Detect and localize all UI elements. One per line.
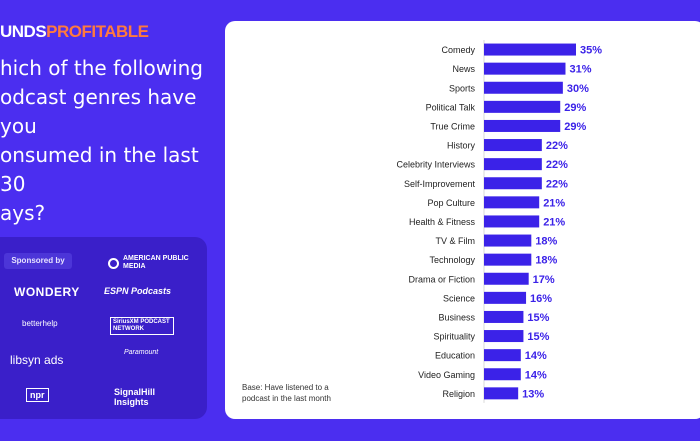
bar (484, 253, 532, 266)
signalhill-logo: SignalHill Insights (114, 387, 156, 407)
question-line: odcast genres have you (0, 85, 197, 138)
bar (484, 310, 524, 323)
betterhelp-logo: betterhelp (22, 319, 58, 328)
sponsors-panel: Sponsored by AMERICAN PUBLIC MEDIA WONDE… (0, 237, 207, 419)
category-label: True Crime (430, 121, 475, 131)
bar (484, 119, 561, 132)
bar (484, 272, 529, 285)
bar (484, 158, 542, 171)
bar-chart: Comedy 35% News 31% Sports 30% Political Talk 2… (396, 40, 602, 403)
category-label: Education (435, 351, 475, 361)
bar (484, 62, 566, 75)
value-label: 35% (580, 45, 602, 57)
bar (484, 43, 576, 56)
value-label: 16% (530, 293, 552, 305)
brand-word-1: UNDS (0, 22, 47, 41)
value-label: 30% (567, 83, 589, 95)
chart-card (225, 21, 700, 419)
value-label: 14% (525, 350, 547, 362)
bar (484, 234, 532, 247)
category-label: Self-Improvement (404, 179, 476, 189)
category-label: TV & Film (436, 236, 476, 246)
category-label: History (447, 141, 476, 151)
category-label: Health & Fitness (409, 217, 476, 227)
bar (484, 215, 540, 228)
brand-logo: UNDSPROFITABLE (0, 21, 149, 43)
paramount-text: Paramount (124, 349, 159, 356)
value-label: 31% (569, 64, 591, 76)
paramount-logo: Paramount (124, 349, 158, 356)
american-public-media-text: AMERICAN PUBLIC MEDIA (123, 255, 189, 270)
category-label: Technology (429, 255, 475, 265)
value-label: 22% (546, 159, 568, 171)
question-line: onsumed in the last 30 (0, 143, 199, 196)
category-label: Comedy (441, 45, 475, 55)
bar (484, 349, 521, 362)
category-label: Video Gaming (418, 370, 475, 380)
bar (484, 330, 524, 343)
bar (484, 291, 527, 304)
base-note: Base: Have listened to a podcast in the … (242, 383, 331, 403)
value-label: 21% (543, 216, 565, 228)
siriusxm-podcast-network-logo: SiriusXM PODCAST NETWORK (110, 317, 174, 335)
category-label: Sports (449, 83, 476, 93)
libsyn-ads-logo: libsyn ads (10, 353, 64, 367)
espn-podcasts-logo: ESPN Podcasts (104, 286, 172, 296)
brand-word-2: PROFITABLE (46, 22, 149, 41)
bar (484, 387, 519, 400)
value-label: 15% (527, 331, 549, 343)
value-label: 22% (546, 178, 568, 190)
value-label: 29% (564, 121, 586, 133)
value-label: 13% (522, 388, 544, 400)
wondery-logo: WONDERY (14, 285, 80, 299)
category-label: Science (443, 293, 475, 303)
category-label: Political Talk (426, 102, 476, 112)
npr-logo: npr (26, 388, 49, 402)
american-public-media-logo: AMERICAN PUBLIC MEDIA (108, 255, 195, 271)
value-label: 21% (543, 197, 565, 209)
category-label: Celebrity Interviews (396, 160, 475, 170)
category-label: News (452, 64, 475, 74)
sponsored-by-label: Sponsored by (4, 253, 72, 269)
betterhelp-text: betterhelp (22, 319, 58, 328)
apm-circle-icon (108, 257, 119, 269)
question-line: ays? (0, 201, 46, 225)
question-line: hich of the following (0, 56, 203, 80)
bar (484, 196, 540, 209)
category-label: Drama or Fiction (408, 274, 475, 284)
bar (484, 177, 542, 190)
bar (484, 368, 521, 381)
value-label: 29% (564, 102, 586, 114)
value-label: 17% (533, 274, 555, 286)
value-label: 14% (525, 369, 547, 381)
value-label: 18% (535, 236, 557, 248)
value-label: 22% (546, 140, 568, 152)
category-label: Spirituality (433, 332, 475, 342)
category-label: Business (438, 312, 475, 322)
value-label: 15% (527, 312, 549, 324)
value-label: 18% (535, 255, 557, 267)
category-label: Religion (442, 389, 475, 399)
bar (484, 100, 561, 113)
bar (484, 139, 542, 152)
bar (484, 81, 563, 94)
category-label: Pop Culture (427, 198, 475, 208)
question-text: hich of the following odcast genres have… (0, 54, 212, 228)
